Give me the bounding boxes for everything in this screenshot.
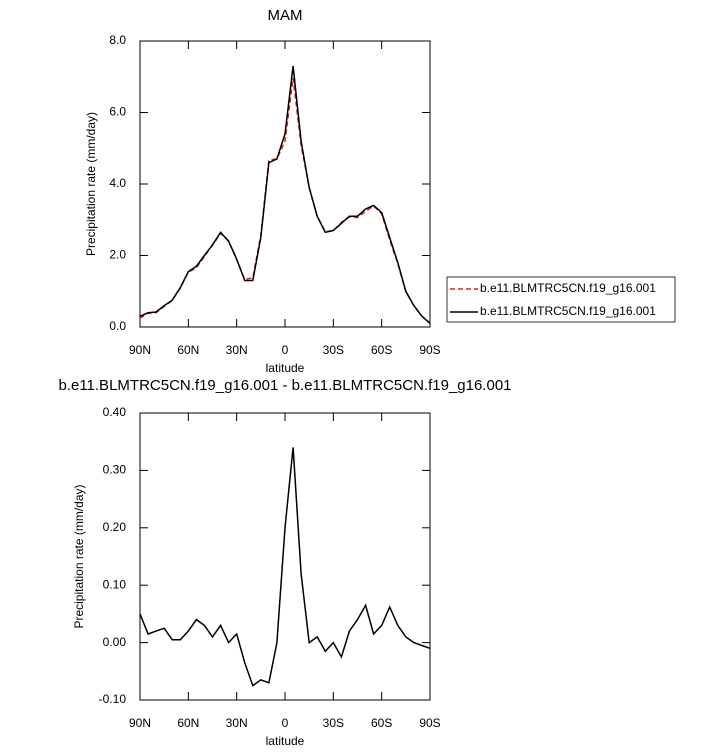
x-tick-label: 60N (177, 343, 199, 357)
x-tick-label: 90S (419, 716, 440, 730)
y-tick-label: 0.0 (109, 319, 126, 333)
x-tick-label: 0 (282, 343, 289, 357)
x-tick-label: 90N (129, 343, 151, 357)
y-tick-label: 0.30 (103, 463, 127, 477)
plot-frame (139, 40, 431, 328)
x-tick-label: 60N (177, 716, 199, 730)
y-tick-label: 0.20 (103, 520, 127, 534)
x-tick-label: 90S (419, 343, 440, 357)
x-axis-label: latitude (266, 734, 305, 748)
x-axis-label: latitude (266, 361, 305, 375)
x-tick-label: 30S (323, 343, 344, 357)
x-tick-label: 90N (129, 716, 151, 730)
data-line (139, 447, 431, 687)
legend-label: b.e11.BLMTRC5CN.f19_g16.001 (480, 304, 656, 318)
y-axis-label: Precipitation rate (mm/day) (84, 112, 98, 256)
y-tick-label: 6.0 (109, 105, 126, 119)
y-tick-label: 0.00 (103, 635, 127, 649)
y-tick-label: 4.0 (109, 176, 126, 190)
x-tick-label: 60S (371, 716, 392, 730)
x-tick-label: 30N (226, 716, 248, 730)
y-axis-label: Precipitation rate (mm/day) (72, 484, 86, 628)
y-tick-label: 8.0 (109, 33, 126, 47)
y-tick-label: 0.10 (103, 577, 127, 591)
legend-box (446, 276, 676, 323)
y-tick-label: 0.40 (103, 405, 127, 419)
chart-title: b.e11.BLMTRC5CN.f19_g16.001 - b.e11.BLMT… (58, 377, 511, 394)
data-line (139, 65, 431, 324)
x-tick-label: 30N (226, 343, 248, 357)
x-tick-label: 0 (282, 716, 289, 730)
x-tick-label: 30S (323, 716, 344, 730)
y-tick-label: 2.0 (109, 248, 126, 262)
legend-label: b.e11.BLMTRC5CN.f19_g16.001 (480, 281, 656, 295)
y-tick-label: -0.10 (99, 692, 127, 706)
data-line (139, 78, 431, 324)
chart-title: MAM (268, 7, 303, 24)
x-tick-label: 60S (371, 343, 392, 357)
plot-frame (139, 412, 431, 701)
